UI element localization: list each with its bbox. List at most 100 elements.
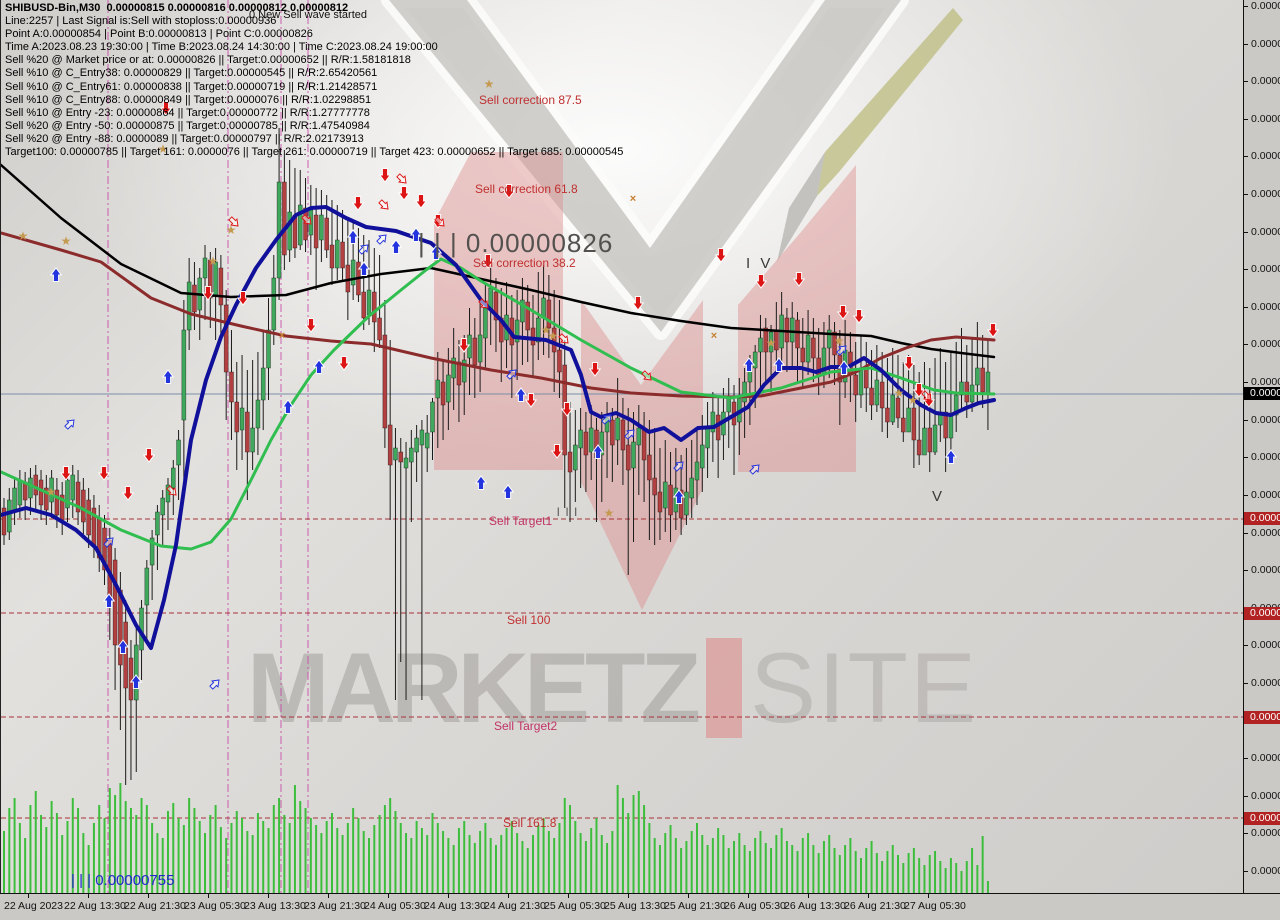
sell-arrow-icon [631,296,645,311]
volume-bar [399,823,402,893]
price-tick-label: 0.00000910 [1251,38,1280,50]
volume-bar [394,811,397,893]
price-tick-label: 0.00000750 [1251,639,1280,651]
time-tick [208,894,209,898]
time-label: 24 Aug 05:30 [364,900,426,912]
candle-body [419,429,425,446]
volume-bar [145,805,148,893]
volume-bar [547,831,550,893]
sell-arrow-icon [414,194,428,209]
volume-bar [256,813,259,893]
volume-bar [479,831,482,893]
sell-arrow-icon [836,305,850,320]
volume-bar [616,785,619,893]
candle-body [38,479,44,506]
candle-body [832,331,837,356]
price-tick [1244,119,1248,120]
volume-bar [436,823,439,893]
chart-area[interactable]: MARKETZ SITE ★ ★ ★ ★ ★ ★ ★ ★ ★ ★ ★ ★ ★ ★ × × × SHIBUSD-Bi… [0,0,1243,893]
candle-body [149,537,155,566]
candle-body [266,329,271,369]
candle-body [86,499,91,536]
volume-bar [357,818,360,893]
ma-slow-maroon [1,231,996,399]
price-tick [1244,232,1248,233]
volume-bar [431,813,434,893]
candle-body [181,329,187,421]
candle-body [943,411,948,439]
volume-bar [304,808,307,893]
volume-bar [600,835,603,893]
volume-bar [489,838,492,893]
star-icon: ★ [158,142,169,156]
price-tick-label: 0.00000690 [1251,865,1280,877]
candle-body [287,211,292,251]
buy-arrow-icon [742,357,756,372]
star-icon: ★ [226,223,237,237]
time-label: 26 Aug 05:30 [724,900,786,912]
time-axis[interactable]: 22 Aug 2023 22 Aug 13:30 22 Aug 21:30 23 Au… [0,893,1280,920]
buy-arrow-icon [161,369,175,384]
buy-diagonal-arrow-icon [506,369,517,380]
price-tick-label: 0.00000710 [1251,790,1280,802]
buy-arrow-icon [409,227,423,242]
candle-body [657,491,663,513]
sell-diagonal-arrow-icon [558,333,569,344]
volume-bar [410,838,413,893]
volume-bar [849,838,852,893]
buy-arrow-icon [312,359,326,374]
price-axis[interactable]: 0.00000920 0.00000910 0.00000900 0.00000890… [1243,0,1280,893]
candle-body [430,401,435,433]
candle-body [350,259,356,286]
sell-161-label: Sell 161.8 [503,816,557,830]
volume-bar [151,823,154,893]
volume-bar [759,831,762,893]
volume-bar [272,805,275,893]
candle-body [329,244,335,269]
volume-bar [537,825,540,893]
ma-medium-green [1,257,996,551]
price-tick-label: 0.00000850 [1251,263,1280,275]
star-icon: ★ [766,336,777,350]
candle-body [435,379,441,399]
sell-diagonal-arrow-icon [921,390,932,401]
candle-body [610,419,615,446]
candle-body [647,454,652,481]
volume-bar [590,828,593,893]
star-icon: ★ [894,386,905,400]
candle-body [250,427,255,453]
volume-bar [267,828,270,893]
volume-bar [140,798,143,893]
volume-bar [241,818,244,893]
volume-bar [505,828,508,893]
volume-bar [981,836,984,893]
candle-body [112,559,118,646]
volume-bar [55,813,58,893]
volume-bar [690,831,693,893]
buy-arrow-icon [102,593,116,608]
volume-bar [71,798,74,893]
sell-target2-label: Sell Target2 [494,719,558,733]
candle-body [393,447,398,461]
candle-body [414,437,419,453]
volume-bar [727,848,730,893]
volume-bar [8,808,11,893]
candle-body [900,417,906,433]
candle-body [377,317,382,341]
candle-body [44,487,49,511]
candle-body [75,481,81,513]
buy-arrow-icon [49,267,63,282]
buy-arrow-icon [772,357,786,372]
watermark-site: SITE [749,632,978,743]
sell-correction-87-label: Sell correction 87.5 [479,93,582,107]
volume-bar [405,833,408,893]
time-tick [928,894,929,898]
volume-bar [569,805,572,893]
volume-bar [854,851,857,893]
volume-bar [246,831,249,893]
volume-bar [500,835,503,893]
price-tick-label: 0.00000770 [1251,564,1280,576]
signal-info-line: Sell %20 @ Market price or at: 0.0000082… [5,54,411,67]
star-icon: ★ [548,329,559,343]
volume-bar [764,843,767,893]
